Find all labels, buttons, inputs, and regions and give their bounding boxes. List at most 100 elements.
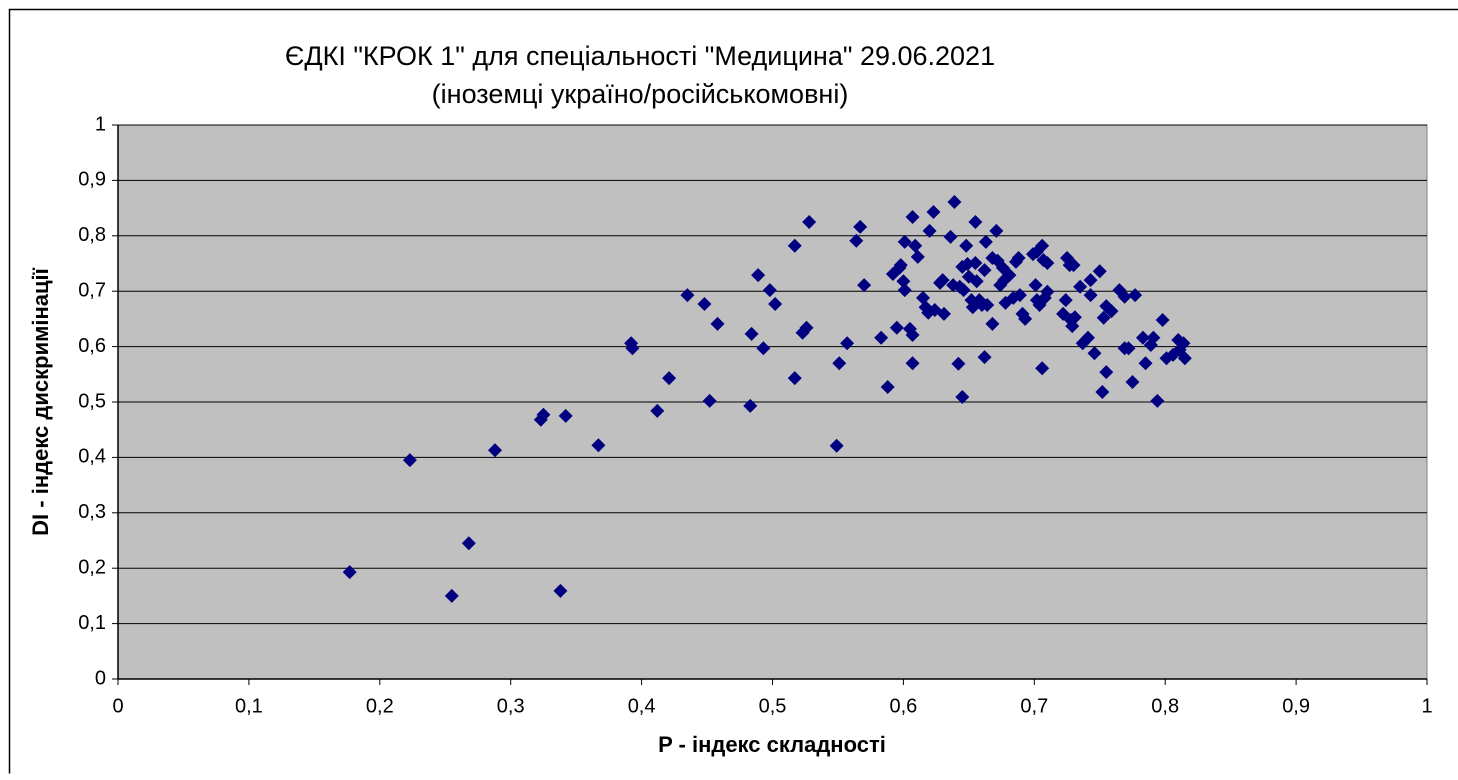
x-tick-label: 1 bbox=[1421, 695, 1432, 717]
x-axis-title: P - індекс складності bbox=[658, 732, 886, 757]
point bbox=[978, 234, 993, 249]
point bbox=[896, 274, 911, 289]
point bbox=[787, 238, 802, 253]
point bbox=[768, 296, 783, 311]
point bbox=[702, 393, 717, 408]
x-tick-label: 0,2 bbox=[366, 695, 394, 717]
y-tick-label: 0,8 bbox=[78, 224, 106, 246]
point bbox=[680, 288, 695, 303]
point bbox=[989, 223, 1004, 238]
y-tick-label: 0,3 bbox=[78, 501, 106, 523]
point bbox=[1058, 293, 1073, 308]
x-tick-label: 0,5 bbox=[759, 695, 787, 717]
x-tick-label: 0,7 bbox=[1020, 695, 1048, 717]
x-tick-label: 0,6 bbox=[889, 695, 917, 717]
point bbox=[743, 398, 758, 413]
x-tick-label: 0,9 bbox=[1282, 695, 1310, 717]
point bbox=[1002, 268, 1017, 283]
point bbox=[1018, 311, 1033, 326]
point bbox=[959, 238, 974, 253]
point bbox=[762, 283, 777, 298]
point bbox=[1121, 341, 1136, 356]
point bbox=[968, 214, 983, 229]
y-tick-label: 0,5 bbox=[78, 390, 106, 412]
point bbox=[874, 330, 889, 345]
point bbox=[787, 371, 802, 386]
point bbox=[1028, 278, 1043, 293]
point bbox=[908, 238, 923, 253]
point bbox=[461, 536, 476, 551]
point bbox=[625, 341, 640, 356]
point bbox=[1035, 361, 1050, 376]
point bbox=[926, 204, 941, 219]
x-tick-label: 0,8 bbox=[1151, 695, 1179, 717]
point bbox=[1083, 288, 1098, 303]
point bbox=[893, 258, 908, 273]
point bbox=[697, 296, 712, 311]
point bbox=[662, 371, 677, 386]
point bbox=[1146, 330, 1161, 345]
point bbox=[1096, 310, 1111, 325]
point bbox=[1095, 385, 1110, 400]
point bbox=[1067, 310, 1082, 325]
point bbox=[1066, 258, 1081, 273]
point bbox=[840, 336, 855, 351]
point bbox=[947, 195, 962, 210]
point bbox=[936, 306, 951, 321]
y-tick-label: 0,7 bbox=[78, 279, 106, 301]
point bbox=[857, 278, 872, 293]
point bbox=[1012, 288, 1027, 303]
point bbox=[1040, 255, 1055, 270]
x-tick-label: 0,1 bbox=[235, 695, 263, 717]
point bbox=[905, 356, 920, 371]
point bbox=[956, 283, 971, 298]
point bbox=[650, 403, 665, 418]
point bbox=[591, 438, 606, 453]
point bbox=[922, 223, 937, 238]
chart-subtitle: (іноземці україно/російськомовні) bbox=[432, 79, 849, 109]
point bbox=[905, 327, 920, 342]
point bbox=[536, 407, 551, 422]
point bbox=[1040, 284, 1055, 299]
y-tick-label: 0,6 bbox=[78, 335, 106, 357]
point bbox=[799, 320, 814, 335]
point bbox=[1176, 336, 1191, 351]
point bbox=[1125, 375, 1140, 390]
point bbox=[955, 390, 970, 405]
point bbox=[889, 320, 904, 335]
point bbox=[910, 249, 925, 264]
point bbox=[943, 229, 958, 244]
point bbox=[1080, 330, 1095, 345]
chart-title: ЄДКІ "КРОК 1" для спеціальності "Медицин… bbox=[285, 41, 995, 71]
chart-frame bbox=[8, 8, 1458, 774]
point bbox=[710, 316, 725, 331]
point bbox=[1117, 289, 1132, 304]
point bbox=[802, 214, 817, 229]
point bbox=[1138, 356, 1153, 371]
point bbox=[1073, 279, 1088, 294]
point bbox=[756, 341, 771, 356]
point bbox=[977, 350, 992, 365]
y-tick-label: 0,9 bbox=[78, 169, 106, 191]
point bbox=[1135, 330, 1150, 345]
point bbox=[905, 209, 920, 224]
point bbox=[1104, 304, 1119, 319]
point bbox=[1128, 288, 1143, 303]
point bbox=[977, 263, 992, 278]
point bbox=[897, 283, 912, 298]
point bbox=[444, 588, 459, 603]
point bbox=[558, 408, 573, 423]
point bbox=[751, 268, 766, 283]
y-tick-label: 0,4 bbox=[78, 446, 106, 468]
point bbox=[553, 583, 568, 598]
x-tick-label: 0,4 bbox=[628, 695, 656, 717]
x-tick-label: 0 bbox=[112, 695, 123, 717]
point bbox=[402, 453, 417, 468]
y-tick-label: 0,2 bbox=[78, 556, 106, 578]
point bbox=[342, 565, 357, 580]
point bbox=[980, 298, 995, 313]
x-tick-label: 0,3 bbox=[497, 695, 525, 717]
point bbox=[880, 380, 895, 395]
y-axis-title: DI - індекс дискримінації bbox=[28, 267, 53, 535]
